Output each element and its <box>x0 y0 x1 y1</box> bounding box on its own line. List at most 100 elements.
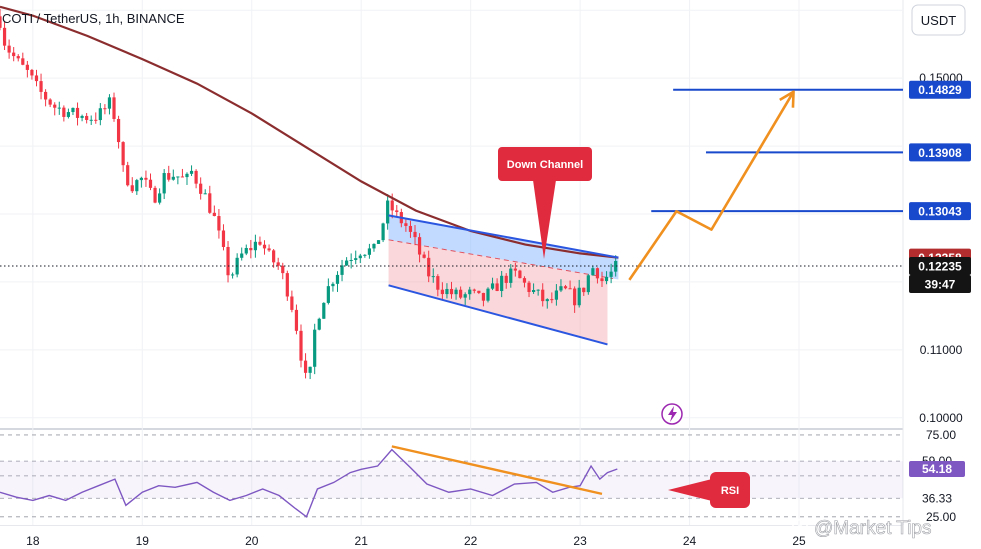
candle <box>89 115 93 125</box>
candle <box>559 279 563 293</box>
price-badge-target-2: 0.13908 <box>909 143 971 162</box>
time-tick-label: 19 <box>136 534 150 548</box>
candle <box>313 323 317 375</box>
price-badge-text: 0.13908 <box>918 146 962 160</box>
candle <box>290 290 294 313</box>
candle <box>513 262 517 277</box>
rsi-callout[interactable]: RSI <box>668 472 750 508</box>
candle <box>595 267 600 284</box>
candle <box>522 276 527 288</box>
symbol-title[interactable]: COTI / TetherUS, 1h, BINANCE <box>2 11 185 26</box>
candle <box>144 170 148 187</box>
candle <box>563 284 568 290</box>
price-badge-target-3: 0.14829 <box>909 80 971 99</box>
candle <box>326 278 330 305</box>
candle <box>408 220 413 238</box>
candle <box>203 189 207 195</box>
candle <box>294 304 299 335</box>
channel-lower-fill <box>388 239 619 345</box>
lightning-icon[interactable] <box>661 403 683 425</box>
candle <box>500 270 504 298</box>
candle <box>354 250 358 265</box>
price-badge-target-1: 0.13043 <box>909 202 971 221</box>
candle <box>472 288 476 294</box>
candle <box>103 104 107 115</box>
candle <box>66 108 71 119</box>
candle <box>272 249 276 268</box>
rsi-trend-line[interactable] <box>391 445 603 496</box>
candle <box>495 278 499 292</box>
candle <box>591 266 595 276</box>
candle <box>609 263 613 284</box>
candle <box>258 236 262 246</box>
candle <box>194 169 198 189</box>
candlestick-series <box>0 8 618 380</box>
rsi-callout-label: RSI <box>721 485 739 497</box>
price-badge-text: 0.14829 <box>918 83 962 97</box>
candle <box>162 169 166 200</box>
candle <box>240 247 244 261</box>
candle <box>253 234 257 258</box>
candle <box>230 272 235 279</box>
candle <box>171 169 175 181</box>
down-channel-callout[interactable]: Down Channel <box>498 147 592 259</box>
candle <box>167 165 171 182</box>
candle <box>322 302 326 319</box>
channel-midline <box>388 239 614 280</box>
time-tick-label: 22 <box>464 534 478 548</box>
candle <box>53 102 57 116</box>
time-tick-label: 20 <box>245 534 259 548</box>
countdown-text: 39:47 <box>925 277 956 291</box>
projection-path[interactable] <box>628 91 795 281</box>
rsi-line <box>0 448 618 518</box>
countdown-badge <box>909 274 971 293</box>
candle <box>85 112 89 124</box>
candle <box>221 224 226 251</box>
candle <box>568 280 572 290</box>
candle <box>180 168 185 178</box>
candle <box>80 114 84 122</box>
candle <box>541 283 545 307</box>
currency-button-label: USDT <box>921 13 956 28</box>
candle <box>30 68 34 80</box>
rsi-tick-label: 25.00 <box>926 510 956 524</box>
rsi-band-fill <box>0 461 903 499</box>
rsi-gridlines <box>0 434 903 518</box>
candle <box>244 244 248 256</box>
rsi-pane-background <box>0 430 903 525</box>
candle <box>267 244 271 252</box>
candle <box>550 292 554 304</box>
watermark: @Market Tips <box>792 518 932 539</box>
candle <box>62 105 66 122</box>
candle <box>381 222 385 243</box>
candle <box>335 271 340 292</box>
candle <box>463 292 467 305</box>
rsi-badge-rsi-current: 54.18 <box>909 461 965 478</box>
candle <box>436 274 440 297</box>
channel-upper-line[interactable] <box>388 214 619 259</box>
candle <box>531 283 536 294</box>
watermark-text: @Market Tips <box>814 518 931 539</box>
candle <box>358 253 362 264</box>
currency-button[interactable]: USDT <box>911 4 966 36</box>
candle <box>7 39 11 59</box>
down-channel-label: Down Channel <box>507 159 583 171</box>
channel-lower-line[interactable] <box>388 284 608 346</box>
candle <box>130 177 134 194</box>
rsi-badge-rsi-36: 36.33 <box>909 490 965 507</box>
candle <box>340 259 344 282</box>
candle <box>376 240 381 244</box>
target-levels <box>651 88 903 213</box>
candle <box>135 178 139 195</box>
time-tick-label: 25 <box>792 534 806 548</box>
candle <box>445 283 449 299</box>
price-tick-label: 0.11000 <box>920 343 963 357</box>
candle <box>212 205 216 217</box>
candle <box>481 292 486 307</box>
candle <box>604 271 609 285</box>
candle <box>189 165 194 176</box>
